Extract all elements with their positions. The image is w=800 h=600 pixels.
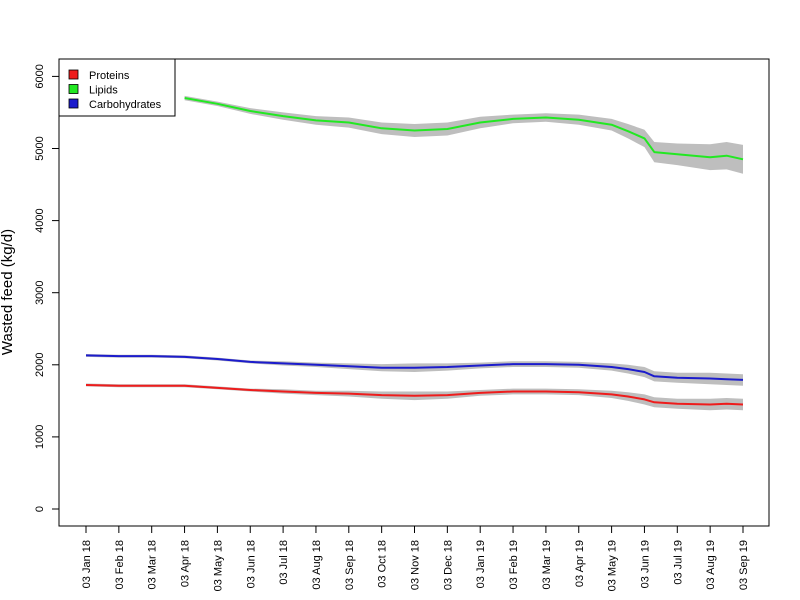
band-carbohydrates	[86, 354, 743, 386]
band-lipids	[184, 95, 744, 174]
x-tick-label: 03 Jul 18	[278, 540, 290, 585]
x-tick-label: 03 Mar 19	[541, 540, 553, 590]
x-tick-label: 03 Oct 18	[377, 540, 389, 588]
y-tick-label: 3000	[34, 280, 46, 304]
x-tick-label: 03 Feb 18	[114, 540, 126, 590]
series-line-carbohydrates	[85, 354, 744, 381]
series-lines	[85, 97, 744, 406]
x-tick-label: 03 Jul 19	[672, 540, 684, 585]
legend-label-lipids: Lipids	[89, 85, 118, 97]
y-axis-title: Wasted feed (kg/d)	[0, 229, 16, 355]
x-axis: 03 Jan 18 03 Feb 18 03 Mar 18 03 Apr 18 03 M…	[81, 525, 750, 591]
series-line-proteins	[85, 384, 744, 406]
x-tick-label: 03 Aug 19	[705, 540, 717, 590]
x-tick-label: 03 Sep 19	[738, 540, 750, 590]
y-tick-label: 2000	[34, 353, 46, 377]
x-tick-label: 03 Jun 18	[245, 540, 257, 588]
legend-label-carbohydrates: Carbohydrates	[89, 99, 162, 111]
y-tick-label: 6000	[34, 64, 46, 88]
x-tick-label: 03 Dec 18	[442, 540, 454, 590]
x-tick-label: 03 Jan 19	[475, 540, 487, 588]
y-tick-label: 1000	[34, 425, 46, 449]
x-tick-label: 03 Jan 18	[81, 540, 93, 588]
x-tick-label: 03 May 19	[607, 540, 619, 591]
band-proteins	[86, 383, 743, 411]
x-tick-label: 03 Feb 19	[508, 540, 520, 590]
y-tick-label: 0	[34, 506, 46, 512]
y-tick-label: 5000	[34, 136, 46, 160]
x-tick-label: 03 Sep 18	[344, 540, 356, 590]
legend: Proteins Lipids Carbohydrates	[58, 58, 176, 117]
series-line-lipids	[184, 97, 744, 161]
x-tick-label: 03 Apr 19	[574, 540, 586, 587]
y-tick-label: 4000	[34, 208, 46, 232]
x-tick-label: 03 Mar 18	[147, 540, 159, 590]
x-tick-label: 03 May 18	[212, 540, 224, 591]
legend-swatch-carbohydrates	[68, 98, 79, 109]
x-tick-label: 03 Nov 18	[410, 540, 422, 590]
y-axis: 0 1000 2000 3000 4000 5000 6000	[34, 64, 60, 512]
x-tick-label: 03 Apr 18	[180, 540, 192, 587]
x-tick-label: 03 Jun 19	[639, 540, 651, 588]
legend-swatch-lipids	[68, 84, 79, 94]
confidence-bands	[86, 95, 744, 411]
x-tick-label: 03 Aug 18	[311, 540, 323, 590]
legend-label-proteins: Proteins	[89, 70, 130, 82]
legend-swatch-proteins	[68, 69, 79, 80]
